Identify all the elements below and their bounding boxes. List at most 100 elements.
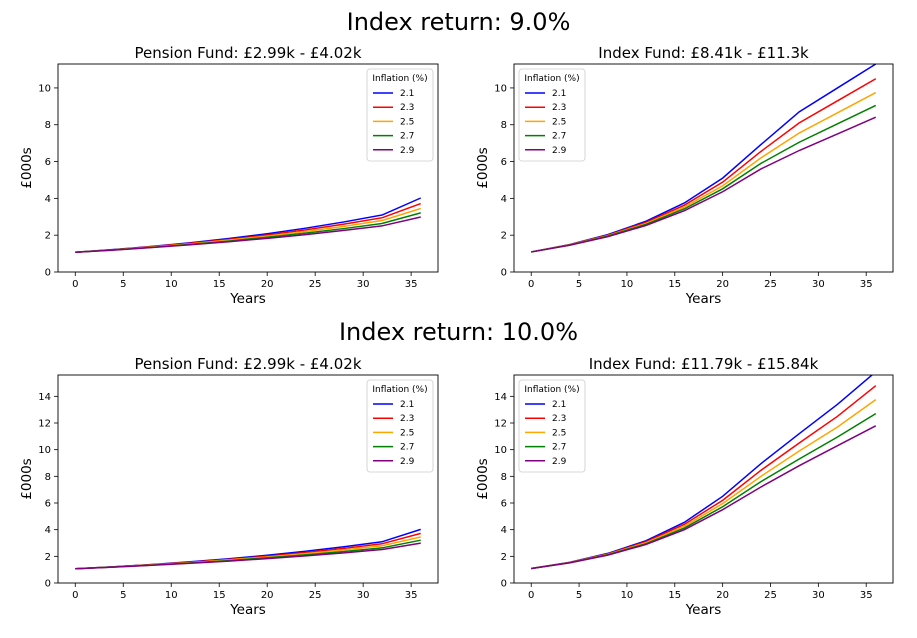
legend: Inflation (%) 2.1 2.3 2.5 2.7 2.9 [518,68,586,162]
legend-label-2.9: 2.9 [552,457,567,467]
y-tick-label: 0 [501,579,507,590]
chart-title: Pension Fund: £2.99k - £4.02k [134,44,361,62]
x-tick-label: 35 [405,590,418,601]
legend: Inflation (%) 2.1 2.3 2.5 2.7 2.9 [518,379,586,473]
y-axis-label: £000s [475,147,491,188]
legend-box [518,68,586,162]
x-tick-label: 0 [528,279,534,290]
x-tick-label: 5 [120,590,126,601]
y-axis-label: £000s [19,458,35,499]
x-tick-label: 5 [576,279,582,290]
series-lines [531,375,877,570]
legend-label-2.3: 2.3 [552,103,566,113]
y-tick-label: 6 [501,157,507,168]
x-tick-label: 0 [528,590,534,601]
legend-label-2.3: 2.3 [552,414,566,424]
y-tick-label: 10 [38,445,51,456]
legend: Inflation (%) 2.1 2.3 2.5 2.7 2.9 [366,379,434,473]
series-line-2.9 [531,425,877,570]
suptitle-index-return-10: Index return: 10.0% [338,318,579,346]
legend-label-2.9: 2.9 [400,146,415,156]
x-tick-label: 20 [261,279,274,290]
x-tick-label: 15 [213,279,226,290]
series-lines [531,64,877,253]
legend-title: Inflation (%) [372,385,427,395]
series-line-2.9 [75,216,421,254]
series-line-2.9 [531,116,877,253]
y-tick-label: 2 [45,231,51,242]
x-axis-label: Years [229,291,266,307]
suptitle-index-return-9: Index return: 9.0% [346,8,571,36]
x-axis-label: Years [685,291,722,307]
y-tick-label: 2 [501,552,507,563]
y-tick-label: 6 [45,157,51,168]
y-tick-label: 4 [501,525,507,536]
y-tick-label: 4 [501,194,507,205]
x-tick-label: 15 [668,279,681,290]
series-lines [75,528,421,570]
legend-label-2.5: 2.5 [552,428,566,438]
y-tick-label: 2 [501,231,507,242]
legend-label-2.1: 2.1 [400,400,414,410]
x-tick-label: 0 [72,590,78,601]
x-tick-label: 5 [120,279,126,290]
y-tick-label: 2 [45,552,51,563]
legend-label-2.1: 2.1 [400,89,414,99]
chart-title: Pension Fund: £2.99k - £4.02k [134,355,361,373]
legend-box [366,379,434,473]
y-tick-label: 12 [38,419,51,430]
x-tick-label: 15 [668,590,681,601]
x-tick-label: 30 [812,590,825,601]
y-axis-label: £000s [19,147,35,188]
chart-1: Pension Fund: £2.99k - £4.02k 0 5 10 15 20 25 3… [19,44,439,307]
y-tick-label: 8 [501,120,507,131]
legend-label-2.7: 2.7 [552,443,566,453]
y-axis-label: £000s [475,458,491,499]
legend: Inflation (%) 2.1 2.3 2.5 2.7 2.9 [366,68,434,162]
plot-frame [513,374,894,584]
x-tick-label: 10 [165,590,178,601]
x-tick-label: 25 [309,279,322,290]
y-tick-label: 4 [45,525,51,536]
y-tick-label: 12 [494,419,507,430]
series-lines [75,197,422,254]
x-tick-label: 35 [405,279,418,290]
x-tick-label: 10 [621,279,634,290]
y-tick-label: 10 [38,83,51,94]
y-tick-label: 0 [45,579,51,590]
legend-label-2.5: 2.5 [400,117,414,127]
legend-label-2.9: 2.9 [552,146,567,156]
x-tick-label: 15 [213,590,226,601]
legend-label-2.7: 2.7 [400,132,414,142]
y-tick-label: 10 [494,445,507,456]
y-tick-label: 10 [494,83,507,94]
y-tick-label: 4 [45,194,51,205]
x-tick-label: 30 [357,590,370,601]
legend-label-2.5: 2.5 [552,117,566,127]
series-line-2.7 [75,212,421,254]
plot-frame [513,63,894,273]
legend-label-2.5: 2.5 [400,428,414,438]
x-tick-label: 25 [764,590,777,601]
x-tick-label: 0 [72,279,78,290]
legend-box [518,379,586,473]
plot-frame [57,63,439,273]
series-line-2.7 [75,539,421,570]
legend-title: Inflation (%) [524,74,579,84]
x-tick-label: 35 [860,590,873,601]
legend-box [366,68,434,162]
legend-label-2.3: 2.3 [400,414,414,424]
legend-label-2.7: 2.7 [552,132,566,142]
x-tick-label: 30 [812,279,825,290]
legend-label-2.3: 2.3 [400,103,414,113]
series-line-2.9 [75,542,421,570]
x-tick-label: 20 [716,279,729,290]
x-tick-label: 30 [357,279,370,290]
legend-label-2.9: 2.9 [400,457,415,467]
y-tick-label: 8 [45,472,51,483]
x-tick-label: 25 [764,279,777,290]
y-tick-label: 6 [45,499,51,510]
y-tick-label: 6 [501,499,507,510]
